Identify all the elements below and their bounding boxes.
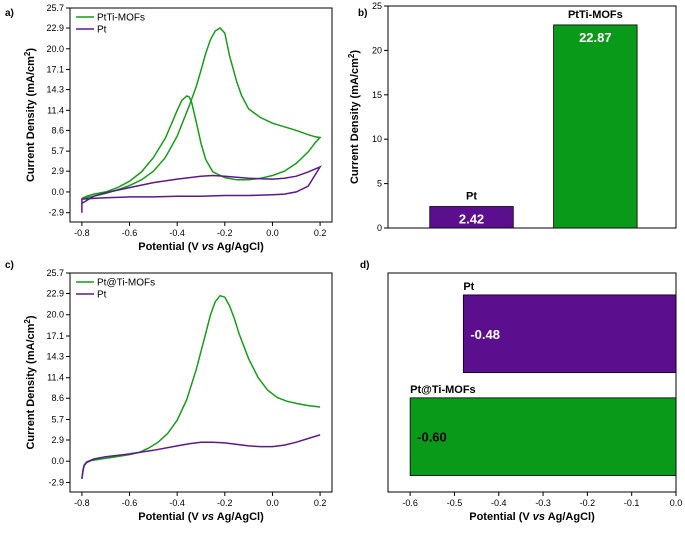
x-tick-label: -0.2 (217, 228, 233, 238)
legend-label: Pt@Ti-MOFs (97, 278, 155, 289)
bar-category-label: Pt@Ti-MOFs (410, 384, 476, 396)
y-tick-label: 0 (377, 223, 382, 233)
bar-value-label: -0.48 (470, 327, 500, 342)
x-tick-label: -0.4 (169, 228, 185, 238)
plot-frame (387, 272, 677, 493)
series-line-pt (81, 165, 322, 213)
y-axis-label: Current Density (mA/cm2) (23, 48, 37, 182)
plot-frame (69, 7, 333, 223)
x-axis-label: Potential (V vs Ag/AgCl) (138, 241, 264, 253)
x-tick-label: -0.4 (491, 498, 507, 508)
plot-frame (387, 5, 677, 229)
x-tick-label: -0.2 (580, 498, 596, 508)
bar (553, 24, 638, 229)
y-tick-label: 14.3 (46, 85, 64, 95)
y-tick-label: 25.7 (46, 3, 64, 13)
y-tick-label: 5 (377, 179, 382, 189)
chart-d: -0.6 -0.5 -0.4 -0.3 -0.2 -0.1 0.0 Pt -0.48 Pt@Ti-… (387, 272, 683, 523)
x-axis-label: Potential (V vs Ag/AgCl) (469, 511, 595, 523)
y-tick-label: 2.9 (51, 435, 64, 445)
y-tick-label: 20 (372, 45, 382, 55)
y-tick-label: -2.9 (48, 208, 64, 218)
chart-b: 0 5 10 15 20 25 Pt 2.42 PtTi-MOFs 22.87 Current De… (347, 1, 677, 233)
x-tick-label: 0.2 (314, 228, 327, 238)
legend-label: PtTi-MOFs (97, 13, 145, 24)
x-tick-label: 0.0 (266, 228, 279, 238)
y-tick-label: 14.3 (46, 351, 64, 361)
panel-label-d: d) (360, 260, 369, 271)
y-tick-label: 22.9 (46, 289, 64, 299)
x-tick-label: -0.4 (169, 498, 185, 508)
y-tick-label: 11.4 (47, 105, 64, 115)
y-tick-label: 5.7 (51, 414, 64, 424)
bar-category-label: PtTi-MOFs (568, 9, 623, 21)
x-tick-label: -0.8 (74, 228, 90, 238)
y-tick-label: 0.0 (51, 456, 64, 466)
y-tick-label: 17.1 (46, 65, 64, 75)
y-tick-label: 0.0 (51, 187, 64, 197)
y-axis-label: Current Density (mA/cm2) (23, 315, 37, 449)
chart-c: -0.8 -0.6 -0.4 -0.2 0.0 0.2 -2.9 0.0 2.9 5.7 8.6 11… (23, 268, 333, 523)
x-tick-label: -0.3 (535, 498, 551, 508)
x-tick-label: -0.6 (122, 228, 138, 238)
x-tick-label: -0.1 (624, 498, 640, 508)
panel-label-b: b) (358, 8, 367, 19)
panel-label-c: c) (5, 260, 14, 271)
x-tick-label: 0.0 (670, 498, 683, 508)
y-tick-label: 8.6 (51, 125, 64, 135)
x-tick-label: -0.5 (447, 498, 463, 508)
y-tick-label: 2.9 (51, 166, 64, 176)
y-tick-label: 25.7 (46, 268, 64, 278)
y-tick-label: 17.1 (46, 331, 64, 341)
y-tick-label: 11.4 (47, 373, 64, 383)
x-tick-label: 0.0 (266, 498, 279, 508)
y-tick-label: 8.6 (51, 393, 64, 403)
x-tick-label: -0.2 (217, 498, 233, 508)
y-tick-label: 25 (372, 1, 382, 11)
bar (409, 397, 677, 476)
series-line-pt (81, 434, 321, 479)
legend-label: Pt (97, 25, 107, 36)
chart-a: -0.8 -0.6 -0.4 -0.2 0.0 0.2 -2.9 0.0 2.9 5.7 8.6 11… (23, 3, 333, 253)
x-axis-label: Potential (V vs Ag/AgCl) (138, 511, 264, 523)
bar-value-label: 22.87 (579, 30, 612, 45)
y-tick-label: -2.9 (48, 477, 64, 487)
panel-label-a: a) (5, 8, 14, 19)
bar-value-label: -0.60 (417, 430, 447, 445)
bar-category-label: Pt (463, 281, 474, 293)
x-tick-label: -0.8 (74, 498, 90, 508)
series-line-ptti-mofs (81, 27, 322, 200)
bar-category-label: Pt (466, 191, 477, 203)
y-tick-label: 20.0 (46, 310, 64, 320)
y-axis-label: Current Density (mA/cm2) (347, 50, 361, 184)
plot-frame (69, 272, 333, 493)
y-tick-label: 10 (372, 134, 382, 144)
series-line-pt-ti-mofs (81, 294, 321, 479)
x-tick-label: -0.6 (122, 498, 138, 508)
x-tick-label: 0.2 (314, 498, 327, 508)
bar-value-label: 2.42 (459, 212, 484, 227)
y-tick-label: 5.7 (51, 146, 64, 156)
y-tick-label: 22.9 (46, 23, 64, 33)
y-tick-label: 15 (372, 90, 382, 100)
legend-label: Pt (97, 290, 107, 301)
bar (429, 206, 514, 229)
bar (462, 294, 677, 374)
x-tick-label: -0.6 (402, 498, 418, 508)
y-tick-label: 20.0 (46, 44, 64, 54)
